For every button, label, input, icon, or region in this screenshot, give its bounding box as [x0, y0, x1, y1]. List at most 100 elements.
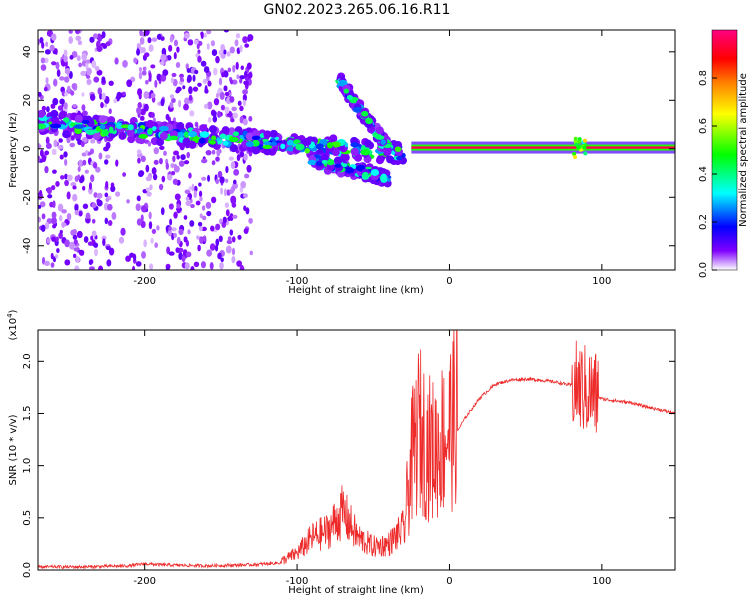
heatmap-speckle — [214, 244, 219, 252]
heatmap-speckle — [175, 61, 181, 69]
heatmap-speckle — [143, 103, 149, 112]
heatmap-speckle — [239, 105, 244, 112]
heatmap-speckle — [165, 162, 169, 170]
heatmap-speckle — [165, 113, 170, 121]
y-tick-label: 1.0 — [22, 458, 33, 474]
heatmap-speckle — [186, 151, 190, 159]
x-tick-label: -200 — [133, 576, 156, 587]
heatmap-speckle — [73, 239, 78, 245]
heatmap-speckle — [108, 80, 114, 86]
heatmap-speckle — [239, 264, 245, 270]
heatmap-speckle — [67, 85, 71, 93]
heatmap-speckle — [224, 91, 230, 97]
heatmap-speckle — [145, 164, 150, 173]
heatmap-speckle — [168, 226, 172, 231]
heatmap-speckle — [183, 32, 190, 39]
heatmap-halo — [303, 137, 312, 146]
y-tick-label: 0 — [22, 146, 33, 152]
heatmap-speckle — [120, 227, 126, 236]
heatmap-halo — [156, 138, 165, 147]
heatmap-speckle — [78, 159, 83, 167]
heatmap-speckle — [104, 103, 108, 108]
heatmap-speckle — [137, 196, 141, 202]
heatmap-speckle — [160, 98, 165, 107]
heatmap-speckle — [215, 238, 220, 247]
heatmap-speckle — [41, 105, 47, 112]
heatmap-speckle — [172, 155, 176, 163]
heatmap-speckle — [223, 70, 229, 78]
heatmap-speckle — [64, 91, 68, 97]
heatmap-band-cell — [187, 130, 197, 138]
heatmap-speckle — [230, 118, 235, 123]
heatmap-speckle — [202, 215, 207, 221]
heatmap-speckle — [169, 101, 174, 109]
heatmap-band-cell — [577, 139, 582, 144]
heatmap-band-cell — [99, 123, 106, 130]
heatmap-speckle — [229, 229, 234, 236]
heatmap-speckle — [74, 204, 79, 212]
heatmap-speckle — [203, 66, 210, 74]
heatmap-band-cell — [219, 133, 227, 139]
heatmap-speckle — [58, 138, 63, 143]
heatmap-halo — [329, 134, 338, 143]
heatmap-speckle — [167, 229, 172, 237]
heatmap-speckle — [219, 262, 224, 270]
heatmap-band-cell — [361, 110, 369, 117]
heatmap-speckle — [39, 36, 44, 44]
heatmap-speckle — [110, 185, 116, 193]
heatmap-halo — [176, 121, 185, 130]
heatmap-speckle — [46, 238, 51, 244]
heatmap-speckle — [108, 108, 112, 115]
heatmap-speckle — [41, 213, 46, 220]
heatmap-speckle — [38, 216, 42, 223]
heatmap-speckle — [171, 227, 177, 232]
heatmap-speckle — [89, 266, 95, 270]
heatmap-halo — [38, 109, 46, 118]
heatmap-halo — [252, 129, 261, 138]
heatmap-speckle — [170, 163, 175, 169]
heatmap-speckle — [231, 247, 236, 256]
y-tick-label: 2.0 — [22, 353, 33, 369]
heatmap-band-cell — [199, 137, 206, 144]
heatmap-speckle — [190, 204, 195, 209]
heatmap-band-cell — [286, 139, 295, 146]
heatmap-speckle — [68, 30, 73, 34]
heatmap-speckle — [191, 183, 195, 192]
heatmap-speckle — [138, 92, 142, 100]
heatmap-band-cell — [573, 155, 578, 160]
heatmap-speckle — [78, 62, 83, 68]
heatmap-speckle — [197, 82, 202, 87]
colorbar-gradient — [711, 29, 738, 271]
heatmap-speckle — [133, 253, 137, 262]
heatmap-speckle — [187, 39, 194, 46]
heatmap-speckle — [172, 78, 178, 87]
heatmap-speckle — [234, 39, 239, 47]
heatmap-speckle — [168, 203, 174, 210]
heatmap-halo — [331, 148, 340, 157]
heatmap-speckle — [236, 154, 241, 162]
heatmap-speckle — [105, 154, 111, 159]
heatmap-band-cell — [350, 142, 360, 148]
heatmap-speckle — [57, 203, 64, 212]
heatmap-speckle — [178, 160, 185, 167]
y-tick-label: 20 — [22, 94, 33, 107]
heatmap-speckle — [223, 30, 230, 33]
heatmap-speckle — [233, 169, 240, 176]
heatmap-speckle — [246, 164, 252, 173]
heatmap-speckle — [176, 208, 181, 214]
heatmap-speckle — [145, 176, 152, 182]
heatmap-speckle — [59, 98, 65, 105]
heatmap-band-cell — [183, 131, 190, 138]
heatmap-speckle — [63, 54, 68, 63]
heatmap-halo — [383, 146, 392, 155]
heatmap-speckle — [50, 262, 55, 268]
heatmap-speckle — [188, 94, 193, 101]
heatmap-speckle — [172, 178, 178, 185]
heatmap-speckle — [98, 152, 103, 160]
heatmap-speckle — [136, 149, 142, 155]
heatmap-speckle — [156, 225, 160, 231]
heatmap-halo — [146, 119, 155, 128]
heatmap-speckle — [44, 150, 50, 156]
x-tick-label: -100 — [286, 576, 309, 587]
heatmap-speckle — [64, 239, 70, 248]
